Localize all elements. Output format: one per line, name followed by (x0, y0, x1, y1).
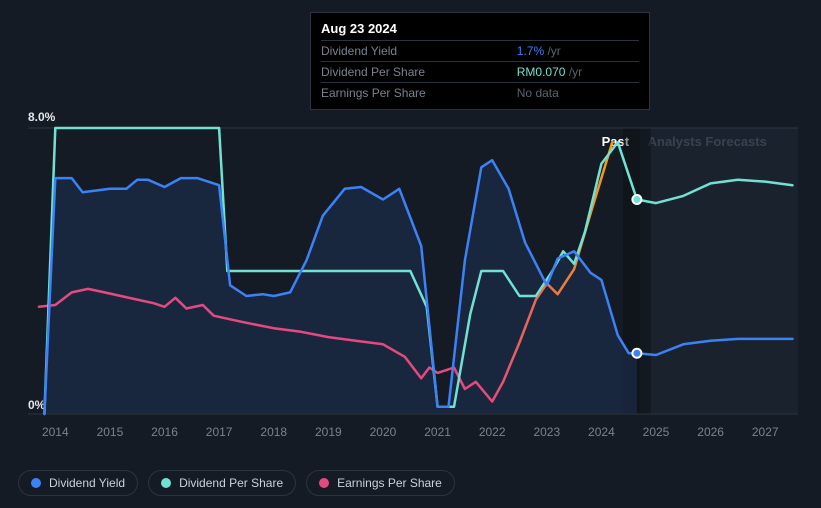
legend-dot (161, 478, 171, 488)
chart-svg: 2014 2015 2016 2017 2018 2019 2020 2021 2022 2023… (18, 110, 803, 450)
svg-text:2024: 2024 (588, 425, 615, 439)
svg-text:2022: 2022 (479, 425, 506, 439)
tooltip-row-value: RM0.070 /yr (517, 62, 639, 83)
legend-item-earnings-per-share[interactable]: Earnings Per Share (306, 470, 455, 496)
legend: Dividend Yield Dividend Per Share Earnin… (18, 470, 455, 496)
tooltip-table: Dividend Yield 1.7% /yr Dividend Per Sha… (321, 40, 639, 103)
tooltip-row-label: Dividend Yield (321, 41, 517, 62)
svg-text:2021: 2021 (424, 425, 451, 439)
plot-area[interactable]: 2014 2015 2016 2017 2018 2019 2020 2021 2022 2023… (18, 110, 803, 450)
legend-label: Earnings Per Share (337, 476, 442, 490)
svg-text:2015: 2015 (97, 425, 124, 439)
legend-item-dividend-per-share[interactable]: Dividend Per Share (148, 470, 296, 496)
financial-chart: Aug 23 2024 Dividend Yield 1.7% /yr Divi… (0, 0, 821, 508)
svg-text:2014: 2014 (42, 425, 69, 439)
svg-text:2027: 2027 (752, 425, 779, 439)
hover-tooltip: Aug 23 2024 Dividend Yield 1.7% /yr Divi… (310, 12, 650, 110)
legend-item-dividend-yield[interactable]: Dividend Yield (18, 470, 138, 496)
tooltip-row-label: Dividend Per Share (321, 62, 517, 83)
tooltip-date: Aug 23 2024 (321, 21, 639, 36)
svg-text:2017: 2017 (206, 425, 233, 439)
svg-text:2020: 2020 (370, 425, 397, 439)
svg-text:2019: 2019 (315, 425, 342, 439)
legend-dot (319, 478, 329, 488)
svg-text:2023: 2023 (533, 425, 560, 439)
tooltip-row-value: 1.7% /yr (517, 41, 639, 62)
legend-label: Dividend Per Share (179, 476, 283, 490)
legend-label: Dividend Yield (49, 476, 125, 490)
svg-text:2016: 2016 (151, 425, 178, 439)
legend-dot (31, 478, 41, 488)
svg-text:2018: 2018 (260, 425, 287, 439)
svg-text:2026: 2026 (697, 425, 724, 439)
svg-text:2025: 2025 (643, 425, 670, 439)
tooltip-row-value: No data (517, 83, 639, 104)
tooltip-row-label: Earnings Per Share (321, 83, 517, 104)
